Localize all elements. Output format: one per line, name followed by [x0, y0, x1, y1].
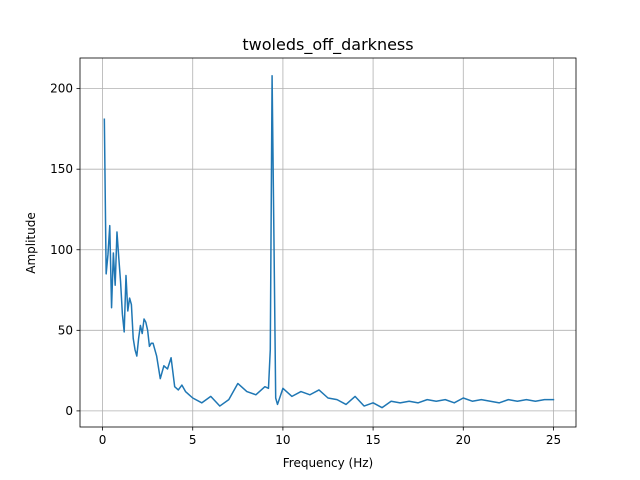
axes-frame	[79, 57, 577, 428]
x-axis-label: Frequency (Hz)	[283, 456, 374, 470]
chart-title: twoleds_off_darkness	[242, 35, 413, 55]
plot-area	[103, 74, 555, 409]
x-tick-label: 10	[275, 433, 290, 447]
y-tick-label: 200	[50, 82, 73, 96]
x-tick-label: 15	[365, 433, 380, 447]
grid-lines	[80, 58, 576, 427]
y-tick-label: 150	[50, 162, 73, 176]
y-tick-label: 0	[65, 404, 73, 418]
y-tick-label: 50	[58, 323, 73, 337]
x-tick-label: 20	[456, 433, 471, 447]
y-tick-label: 100	[50, 243, 73, 257]
y-axis-label: Amplitude	[24, 212, 38, 274]
x-tick-label: 0	[99, 433, 107, 447]
x-tick-label: 5	[189, 433, 197, 447]
axis-ticks: 0 5 10 15 20 25 0 50 100 150 200	[50, 82, 561, 447]
series-line	[103, 74, 555, 409]
x-tick-label: 25	[546, 433, 561, 447]
